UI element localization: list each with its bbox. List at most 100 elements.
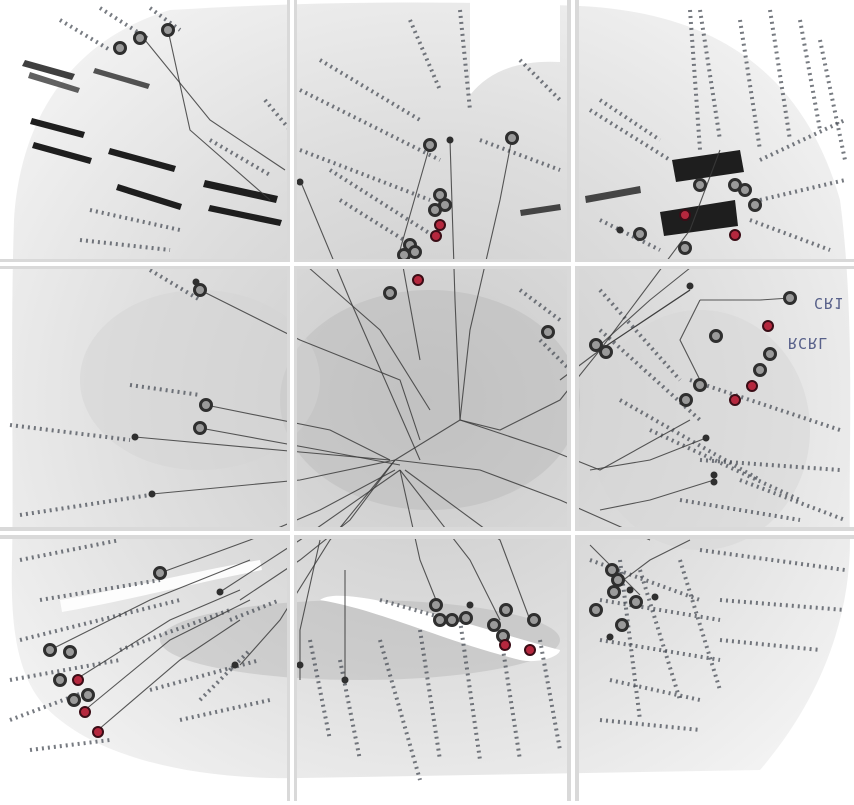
small-marker (616, 226, 624, 234)
ring-marker (753, 363, 767, 377)
ring-marker (383, 286, 397, 300)
dotted-trace (699, 548, 846, 572)
ring-marker (783, 291, 797, 305)
dotted-trace (148, 268, 202, 302)
dotted-trace (479, 138, 561, 172)
ring-marker (499, 603, 513, 617)
small-marker (131, 433, 139, 441)
red-marker (430, 230, 442, 242)
red-marker (412, 274, 424, 286)
branch-line (299, 259, 431, 411)
branch-line (404, 469, 531, 621)
ring-marker (505, 131, 519, 145)
ring-marker (693, 378, 707, 392)
rcrl-label: RCRL (788, 334, 829, 352)
dotted-trace (759, 118, 846, 162)
dotted-trace (798, 19, 822, 131)
red-marker (72, 674, 84, 686)
branch-line (144, 39, 286, 171)
ring-marker (63, 645, 77, 659)
ring-marker (599, 345, 613, 359)
dotted-trace (148, 6, 182, 32)
branch-line (299, 179, 421, 461)
dotted-trace (599, 638, 721, 662)
ring-marker (429, 598, 443, 612)
branch-line (159, 469, 396, 574)
dotted-trace (598, 98, 662, 142)
small-marker (216, 588, 224, 596)
dotted-trace (599, 598, 721, 622)
dotted-trace (679, 498, 801, 522)
ring-marker (81, 688, 95, 702)
branch-line (49, 559, 251, 651)
dotted-trace (119, 608, 231, 652)
ring-marker (527, 613, 541, 627)
red-marker (524, 644, 536, 656)
branch-line (167, 29, 271, 201)
dotted-trace (768, 9, 792, 141)
branch-line (84, 599, 251, 711)
dotted-traces (9, 6, 847, 781)
dotted-trace (19, 493, 151, 517)
branch-line (599, 149, 721, 351)
small-marker (148, 490, 156, 498)
markers (43, 23, 797, 738)
ring-marker (133, 31, 147, 45)
ring-marker (605, 563, 619, 577)
dotted-trace (759, 178, 846, 202)
ring-marker (589, 338, 603, 352)
red-marker (92, 726, 104, 738)
small-marker (466, 601, 474, 609)
red-marker (729, 394, 741, 406)
branch-line (219, 469, 401, 593)
ring-marker (423, 138, 437, 152)
dotted-trace (408, 19, 442, 91)
dotted-trace (19, 538, 121, 562)
dark-streaks (22, 60, 744, 236)
branch-line (97, 619, 241, 731)
branch-line (589, 437, 707, 471)
ring-marker (397, 248, 411, 262)
dotted-trace (263, 98, 292, 132)
dotted-trace (538, 639, 562, 751)
ring-marker (615, 618, 629, 632)
dotted-trace (418, 629, 442, 761)
dotted-trace (498, 629, 522, 761)
dotted-trace (698, 9, 722, 141)
small-marker (710, 471, 718, 479)
ring-marker (763, 347, 777, 361)
branch-line (74, 589, 241, 681)
dotted-trace (598, 288, 682, 382)
dotted-trace (9, 658, 121, 682)
ring-marker (748, 198, 762, 212)
red-marker (746, 380, 758, 392)
small-marker (296, 661, 304, 669)
dotted-trace (308, 639, 332, 741)
small-marker (702, 434, 710, 442)
branch-line (239, 459, 396, 666)
ring-marker (487, 618, 501, 632)
ring-marker (541, 325, 555, 339)
branch-line (199, 427, 401, 466)
cr1-label: CR1 (814, 294, 845, 312)
red-marker (434, 219, 446, 231)
dotted-trace (58, 18, 112, 52)
small-marker (710, 478, 718, 486)
dotted-trace (378, 639, 422, 781)
ring-marker (193, 283, 207, 297)
branch-line (134, 436, 391, 461)
dotted-trace (29, 738, 111, 752)
branch-line (199, 289, 421, 441)
ring-marker (738, 183, 752, 197)
small-marker (341, 676, 349, 684)
dotted-trace (538, 338, 572, 372)
small-marker (446, 136, 454, 144)
ring-marker (678, 241, 692, 255)
dotted-trace (749, 218, 831, 252)
small-marker (651, 593, 659, 601)
branch-line (589, 544, 641, 596)
dotted-trace (598, 328, 702, 422)
